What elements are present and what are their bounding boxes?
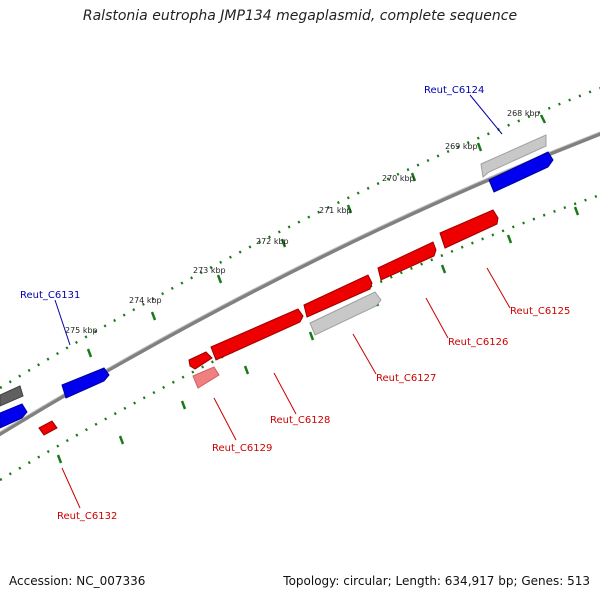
tick-mark: [308, 331, 315, 341]
tick-mark: [216, 274, 223, 284]
gene-label: Reut_C6132: [57, 511, 117, 522]
gene-feature[interactable]: [0, 385, 24, 407]
kbp-label-270: 270 kbp: [382, 174, 415, 183]
tick-mark: [180, 400, 187, 410]
kbp-label-271: 271 kbp: [319, 206, 352, 215]
tick-mark: [280, 238, 287, 248]
major-ticks: [56, 114, 580, 464]
gene-feature[interactable]: [488, 151, 554, 193]
kbp-label-273: 273 kbp: [193, 266, 226, 275]
kbp-label-274: 274 kbp: [129, 296, 162, 305]
tick-mark: [573, 206, 580, 216]
tick-mark: [506, 234, 513, 244]
leader-line: [469, 94, 503, 135]
gene-feature[interactable]: [377, 241, 437, 281]
leader-line: [61, 467, 81, 509]
gene-feature[interactable]: [439, 209, 499, 249]
kbp-label-272: 272 kbp: [256, 237, 289, 246]
gene-label: Reut_C6131: [20, 290, 80, 301]
label-leaders: [54, 94, 511, 509]
gene-feature[interactable]: [0, 403, 28, 429]
gene-label: Reut_C6124: [424, 85, 484, 96]
map-title: Ralstonia eutropha JMP134 megaplasmid, c…: [82, 8, 518, 24]
gene-label: Reut_C6125: [510, 306, 570, 317]
accession-text: Accession: NC_007336: [9, 574, 146, 588]
gene-label: Reut_C6129: [212, 443, 272, 454]
gene-feature[interactable]: [192, 366, 220, 389]
gene-label: Reut_C6126: [448, 337, 508, 348]
tick-mark: [118, 435, 125, 445]
gene-feature[interactable]: [61, 367, 110, 399]
leader-line: [273, 372, 297, 415]
gene-label: Reut_C6128: [270, 415, 330, 426]
gene-feature[interactable]: [38, 420, 58, 436]
tick-mark: [476, 142, 483, 152]
reverse-features: [38, 209, 499, 436]
sequence-summary: Topology: circular; Length: 634,917 bp; …: [283, 574, 590, 588]
gene-feature[interactable]: [210, 308, 304, 361]
leader-line: [486, 267, 511, 309]
tick-mark: [346, 204, 353, 214]
kbp-label-268: 268 kbp: [507, 109, 540, 118]
leader-line: [54, 299, 71, 346]
gene-feature[interactable]: [188, 351, 213, 370]
tick-mark: [440, 264, 447, 274]
leader-line: [425, 297, 449, 339]
gene-feature[interactable]: [480, 134, 547, 178]
tick-mark: [86, 348, 93, 358]
leader-line: [352, 333, 377, 375]
kbp-label-269: 269 kbp: [445, 142, 478, 151]
tick-mark: [539, 114, 547, 124]
gene-label: Reut_C6127: [376, 373, 436, 384]
gene-feature[interactable]: [309, 291, 382, 336]
gene-feature[interactable]: [303, 274, 373, 318]
tick-mark: [243, 365, 250, 375]
tick-mark: [150, 311, 157, 321]
forward-features: [0, 134, 554, 429]
leader-line: [213, 397, 237, 441]
kbp-label-275: 275 kbp: [65, 326, 98, 335]
tick-mark: [410, 172, 417, 182]
tick-mark: [56, 454, 63, 464]
